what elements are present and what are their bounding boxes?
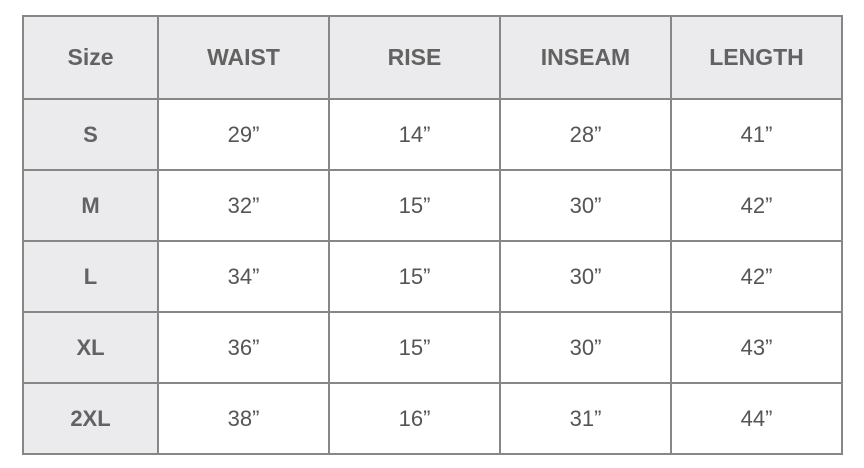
table-row: M 32” 15” 30” 42” <box>22 169 843 242</box>
header-waist: WAIST <box>157 15 330 100</box>
table-row: XL 36” 15” 30” 43” <box>22 311 843 384</box>
size-cell: L <box>22 240 159 313</box>
table-row: S 29” 14” 28” 41” <box>22 98 843 171</box>
size-cell: 2XL <box>22 382 159 455</box>
length-cell: 42” <box>670 169 843 242</box>
header-rise: RISE <box>328 15 501 100</box>
rise-cell: 15” <box>328 169 501 242</box>
waist-cell: 32” <box>157 169 330 242</box>
waist-cell: 36” <box>157 311 330 384</box>
length-cell: 41” <box>670 98 843 171</box>
size-cell: XL <box>22 311 159 384</box>
table-row: 2XL 38” 16” 31” 44” <box>22 382 843 455</box>
size-chart-table: Size WAIST RISE INSEAM LENGTH S 29” 14” 28”… <box>22 15 843 455</box>
rise-cell: 14” <box>328 98 501 171</box>
waist-cell: 38” <box>157 382 330 455</box>
inseam-cell: 30” <box>499 169 672 242</box>
rise-cell: 15” <box>328 240 501 313</box>
inseam-cell: 28” <box>499 98 672 171</box>
header-inseam: INSEAM <box>499 15 672 100</box>
header-size: Size <box>22 15 159 100</box>
size-cell: M <box>22 169 159 242</box>
header-length: LENGTH <box>670 15 843 100</box>
length-cell: 44” <box>670 382 843 455</box>
length-cell: 43” <box>670 311 843 384</box>
table-row: L 34” 15” 30” 42” <box>22 240 843 313</box>
rise-cell: 15” <box>328 311 501 384</box>
inseam-cell: 31” <box>499 382 672 455</box>
header-row: Size WAIST RISE INSEAM LENGTH <box>22 15 843 100</box>
size-cell: S <box>22 98 159 171</box>
rise-cell: 16” <box>328 382 501 455</box>
waist-cell: 34” <box>157 240 330 313</box>
inseam-cell: 30” <box>499 240 672 313</box>
length-cell: 42” <box>670 240 843 313</box>
inseam-cell: 30” <box>499 311 672 384</box>
waist-cell: 29” <box>157 98 330 171</box>
